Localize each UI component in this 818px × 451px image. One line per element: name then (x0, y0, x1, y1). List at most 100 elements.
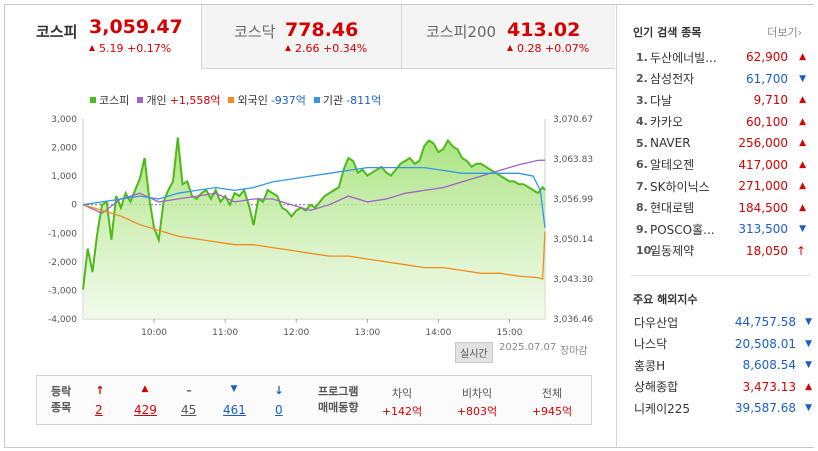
up-count[interactable]: 429 (134, 403, 157, 417)
world-index-item[interactable]: 상해종합 3,473.13 ▲ (634, 376, 812, 398)
world-index-item[interactable]: 다우산업 44,757.58 ▼ (634, 311, 812, 333)
up-arrow-icon (285, 45, 291, 51)
arbitrage-value: +142억 (381, 405, 423, 418)
stock-name: 알테오젠 (650, 158, 695, 172)
left-tick-label: -2,000 (48, 258, 77, 268)
stock-price: 417,000 (738, 157, 788, 172)
popular-item[interactable]: 6. 알테오젠 417,000 ▲ (636, 154, 806, 176)
legend-value: -811억 (346, 94, 382, 107)
popular-item[interactable]: 5. NAVER 256,000 ▲ (636, 132, 806, 154)
index-panel: 코스피 3,059.47 5.19 +0.17% 코스닥 778.46 2.66… (5, 5, 615, 447)
popular-item[interactable]: 9. POSCO홀... 313,500 ▼ (636, 218, 806, 240)
tab-value: 413.02 (507, 19, 581, 41)
world-index-item[interactable]: 홍콩H 8,608.54 ▼ (634, 354, 812, 376)
popular-item[interactable]: 10. 일동제약 18,050 ↑ (636, 240, 806, 262)
unchanged-icon: – (186, 384, 192, 397)
x-tick-label: 11:00 (212, 328, 238, 338)
program-label-2: 매매동향 (318, 401, 359, 414)
program-label: 프로그램 (318, 385, 359, 398)
popular-item[interactable]: 7. SK하이닉스 271,000 ▲ (636, 175, 806, 197)
world-index-item[interactable]: 니케이225 39,587.68 ▼ (634, 397, 812, 419)
sidebar: 인기 검색 종목 더보기› 1. 두산에너빌... 62,900 ▲ 2. 삼성전자 61,… (616, 5, 814, 447)
down-arrow-icon: ▼ (805, 338, 812, 349)
tab-change: 2.66 +0.34% (285, 42, 367, 55)
popular-title: 인기 검색 종목 (633, 26, 702, 39)
down-icon: ▼ (230, 384, 238, 394)
tab-kosdaq[interactable]: 코스닥 778.46 2.66 +0.34% (202, 5, 402, 69)
realtime-badge[interactable]: 실시간 (455, 342, 493, 363)
rank-number: 7. (636, 179, 648, 193)
market-widget: 코스피 3,059.47 5.19 +0.17% 코스닥 778.46 2.66… (4, 4, 814, 448)
left-tick-label: -3,000 (48, 286, 77, 296)
non-arbitrage-value: +803억 (456, 405, 498, 418)
limit-down-icon: ↓ (274, 384, 284, 397)
chart-lines (82, 137, 546, 290)
stock-name: SK하이닉스 (650, 179, 710, 194)
legend-swatch (313, 97, 320, 103)
right-tick-label: 3,043.30 (553, 275, 593, 285)
stock-name: NAVER (650, 136, 691, 150)
popular-item[interactable]: 2. 삼성전자 61,700 ▼ (636, 68, 806, 90)
left-tick-label: 3,000 (51, 115, 77, 125)
up-arrow-icon: ▲ (799, 181, 806, 191)
stock-price: 60,100 (746, 114, 788, 129)
popular-item[interactable]: 3. 다날 9,710 ▲ (636, 89, 806, 111)
rank-number: 5. (636, 136, 648, 150)
popular-item[interactable]: 1. 두산에너빌... 62,900 ▲ (636, 46, 806, 68)
up-arrow-icon (507, 45, 513, 51)
limit-up-count[interactable]: 2 (95, 403, 103, 417)
stock-name: 카카오 (650, 115, 684, 129)
down-count[interactable]: 461 (223, 403, 246, 417)
tab-name: 코스닥 (234, 23, 276, 41)
index-value: 39,587.68 (734, 401, 796, 415)
tab-kospi200[interactable]: 코스피200 413.02 0.28 +0.07% (402, 5, 615, 69)
right-tick-label: 3,070.67 (553, 115, 593, 125)
world-title: 주요 해외지수 (633, 293, 698, 306)
legend-label: 코스피 (99, 94, 130, 107)
x-tick-label: 14:00 (425, 328, 451, 338)
popular-item[interactable]: 8. 현대로템 184,500 ▲ (636, 197, 806, 219)
x-tick-label: 15:00 (496, 328, 522, 338)
right-tick-label: 3,050.14 (553, 235, 593, 245)
rank-number: 3. (636, 93, 648, 107)
rank-number: 10. (636, 244, 656, 257)
legend-item-kospi: 코스피 (90, 92, 129, 108)
individual-line (82, 159, 546, 215)
stock-price: 62,900 (746, 50, 788, 64)
x-tick-label: 13:00 (354, 328, 380, 338)
legend-item-individual: 개인 +1,558억 (137, 92, 220, 108)
up-arrow-icon: ▲ (799, 116, 806, 127)
intraday-chart: 3,000 2,000 1,000 0 -1,000 -2,000 -3,000 -4,000… (48, 115, 593, 338)
index-tabs: 코스피 3,059.47 5.19 +0.17% 코스닥 778.46 2.66… (5, 5, 615, 69)
rank-number: 9. (636, 222, 648, 236)
rank-number: 8. (636, 201, 648, 214)
up-arrow-icon: ▲ (799, 52, 806, 62)
unchanged-count[interactable]: 45 (181, 403, 197, 417)
rank-number: 2. (636, 72, 648, 85)
left-tick-label: 0 (71, 201, 77, 211)
stock-name: 다날 (650, 93, 673, 108)
down-arrow-icon: ▼ (805, 317, 812, 327)
x-tick-label: 10:00 (141, 328, 167, 338)
popular-item[interactable]: 4. 카카오 60,100 ▲ (636, 111, 806, 133)
legend-value: +1,558억 (169, 94, 221, 107)
tab-kospi[interactable]: 코스피 3,059.47 5.19 +0.17% (5, 5, 202, 69)
stock-price: 271,000 (738, 179, 788, 193)
stock-name: 삼성전자 (650, 72, 695, 86)
down-arrow-icon: ▼ (799, 73, 806, 84)
stock-name: 현대로템 (650, 201, 695, 215)
limit-down-count[interactable]: 0 (275, 403, 283, 417)
more-link[interactable]: 더보기› (767, 24, 802, 40)
world-index-item[interactable]: 나스닥 20,508.01 ▼ (634, 333, 812, 355)
stock-price: 18,050 (746, 243, 788, 258)
tab-change-text: 5.19 +0.17% (99, 42, 172, 55)
stock-name: 일동제약 (650, 244, 695, 258)
total-value: +945억 (531, 405, 573, 418)
limit-up-icon: ↑ (795, 243, 806, 258)
legend-swatch (90, 97, 96, 103)
legend-item-foreign: 외국인 -937억 (228, 92, 306, 108)
left-tick-label: 2,000 (51, 144, 77, 154)
rank-number: 6. (636, 158, 648, 171)
index-name: 상해종합 (634, 380, 679, 394)
right-tick-label: 3,056.99 (553, 195, 593, 205)
